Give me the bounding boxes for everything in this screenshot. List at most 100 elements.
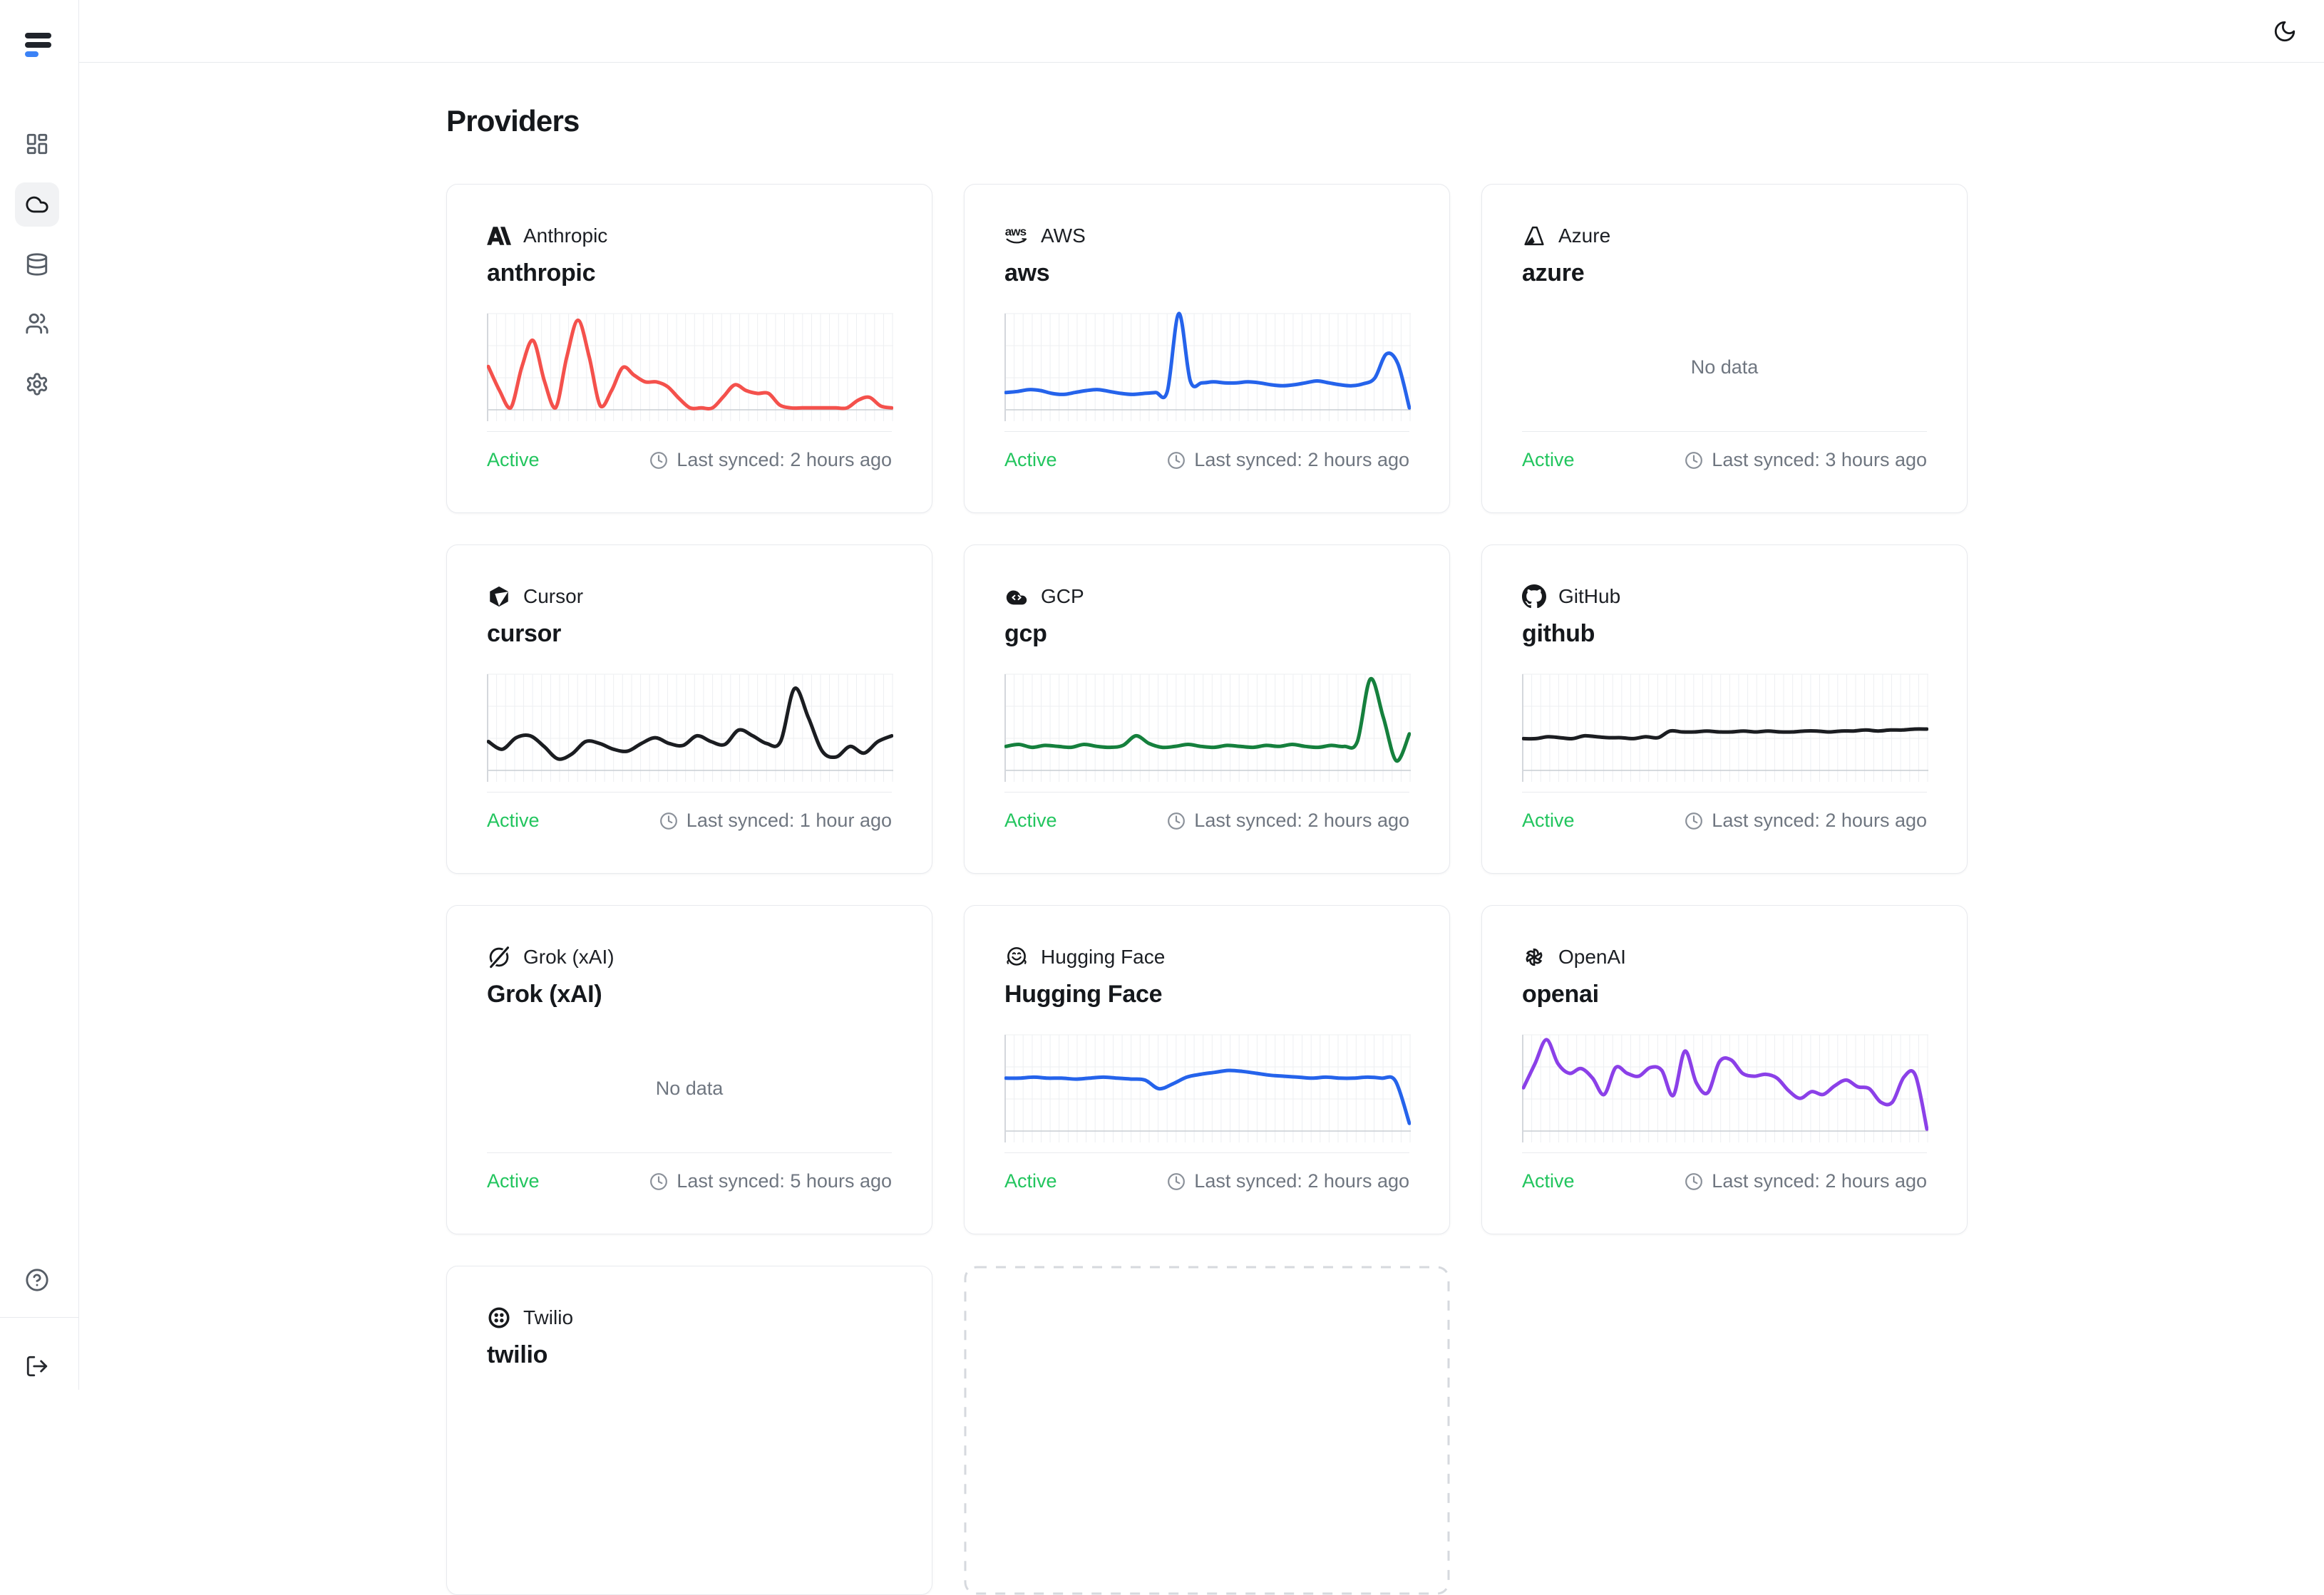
- last-synced-text: Last synced: 3 hours ago: [1712, 449, 1927, 470]
- sidebar-item-providers[interactable]: [15, 182, 59, 227]
- provider-name: github: [1522, 620, 1595, 647]
- clock-icon: [1685, 812, 1703, 830]
- provider-card-github[interactable]: GitHub github Active Last synced: 2 hour…: [1481, 544, 1968, 874]
- github-logo-icon: [1522, 584, 1546, 609]
- last-synced: Last synced: 3 hours ago: [1685, 449, 1927, 471]
- theme-toggle-button[interactable]: [2263, 9, 2307, 53]
- provider-card-azure[interactable]: Azure azure No data Active Last synced: …: [1481, 184, 1968, 513]
- provider-card-openai[interactable]: OpenAI openai Active Last synced: 2 hour…: [1481, 905, 1968, 1234]
- provider-card-twilio[interactable]: Twilio twilio: [446, 1266, 932, 1595]
- main-content: Providers Anthropic anthropic Active Las…: [446, 63, 1969, 1595]
- app-logo: [25, 33, 51, 57]
- provider-name: Grok (xAI): [487, 981, 602, 1008]
- provider-usage-chart: [1004, 311, 1412, 423]
- last-synced-text: Last synced: 2 hours ago: [1712, 810, 1927, 831]
- provider-card-aws[interactable]: AWS aws Active Last synced: 2 hours ago: [964, 184, 1450, 513]
- sidebar-item-logout[interactable]: [15, 1344, 59, 1388]
- status-badge: Active: [1004, 1170, 1057, 1192]
- status-badge: Active: [1522, 1170, 1575, 1192]
- card-divider: [487, 1152, 892, 1153]
- card-divider: [1522, 792, 1927, 793]
- gcp-logo-icon: [1004, 584, 1029, 609]
- provider-name: azure: [1522, 259, 1585, 287]
- dashed-border: [964, 1266, 1450, 1595]
- card-divider: [1522, 1152, 1927, 1153]
- sidebar-item-settings[interactable]: [15, 362, 59, 406]
- card-divider: [1004, 792, 1409, 793]
- last-synced: Last synced: 5 hours ago: [649, 1170, 892, 1192]
- add-provider-placeholder[interactable]: [964, 1266, 1450, 1595]
- clock-icon: [650, 1172, 668, 1190]
- last-synced-text: Last synced: 2 hours ago: [1194, 1170, 1409, 1192]
- provider-label: Grok (xAI): [523, 946, 615, 968]
- sidebar-item-help[interactable]: [15, 1258, 59, 1302]
- provider-card-cursor[interactable]: Cursor cursor Active Last synced: 1 hour…: [446, 544, 932, 874]
- dashboard-icon: [26, 133, 48, 155]
- cloud-icon: [26, 196, 48, 213]
- last-synced: Last synced: 1 hour ago: [659, 810, 892, 832]
- database-icon: [26, 253, 48, 276]
- top-bar: [79, 0, 2324, 63]
- clock-icon: [1685, 1172, 1703, 1190]
- status-badge: Active: [1004, 810, 1057, 831]
- no-data-label: No data: [655, 1077, 724, 1099]
- provider-usage-chart: No data: [1522, 311, 1927, 423]
- provider-usage-chart: [1521, 1032, 1929, 1145]
- sidebar: [0, 0, 79, 1390]
- provider-name: openai: [1522, 981, 1599, 1008]
- provider-label: OpenAI: [1558, 946, 1626, 968]
- last-synced: Last synced: 2 hours ago: [649, 449, 892, 471]
- help-icon: [26, 1269, 48, 1291]
- clock-icon: [1685, 451, 1703, 469]
- provider-card-grok[interactable]: Grok (xAI) Grok (xAI) No data Active Las…: [446, 905, 932, 1234]
- page-title: Providers: [446, 104, 580, 138]
- provider-card-gcp[interactable]: GCP gcp Active Last synced: 2 hours ago: [964, 544, 1450, 874]
- last-synced-text: Last synced: 2 hours ago: [1194, 449, 1409, 470]
- provider-label: Twilio: [523, 1306, 574, 1328]
- card-divider: [1004, 1152, 1409, 1153]
- openai-logo-icon: [1522, 945, 1546, 969]
- provider-label: GCP: [1041, 585, 1084, 607]
- provider-card-anthropic[interactable]: Anthropic anthropic Active Last synced: …: [446, 184, 932, 513]
- logout-icon: [26, 1356, 48, 1377]
- last-synced: Last synced: 2 hours ago: [1685, 810, 1927, 832]
- status-badge: Active: [487, 1170, 540, 1192]
- last-synced-text: Last synced: 1 hour ago: [686, 810, 892, 831]
- anthropic-logo-icon: [487, 224, 511, 248]
- provider-card-huggingface[interactable]: Hugging Face Hugging Face Active Last sy…: [964, 905, 1450, 1234]
- huggingface-logo-icon: [1004, 945, 1029, 969]
- aws-logo-icon: [1004, 224, 1029, 248]
- provider-label: Azure: [1558, 224, 1611, 247]
- clock-icon: [1168, 1172, 1186, 1190]
- provider-label: Hugging Face: [1041, 946, 1166, 968]
- provider-usage-chart: [1004, 1032, 1412, 1145]
- card-divider: [1522, 431, 1927, 432]
- provider-name: Hugging Face: [1004, 981, 1163, 1008]
- card-divider: [487, 792, 892, 793]
- provider-usage-chart: [486, 311, 894, 423]
- providers-grid: Anthropic anthropic Active Last synced: …: [446, 184, 1969, 1595]
- last-synced: Last synced: 2 hours ago: [1167, 1170, 1409, 1192]
- provider-usage-chart: [1521, 671, 1929, 784]
- provider-usage-chart: [486, 671, 894, 784]
- status-badge: Active: [487, 810, 540, 831]
- provider-name: twilio: [487, 1341, 548, 1368]
- sidebar-item-database[interactable]: [15, 242, 59, 287]
- card-divider: [1004, 431, 1409, 432]
- provider-label: GitHub: [1558, 585, 1621, 607]
- last-synced-text: Last synced: 5 hours ago: [677, 1170, 892, 1192]
- sidebar-item-dashboard[interactable]: [15, 122, 59, 166]
- status-badge: Active: [1522, 449, 1575, 470]
- last-synced: Last synced: 2 hours ago: [1167, 449, 1409, 471]
- provider-name: cursor: [487, 620, 562, 647]
- users-icon: [26, 313, 48, 334]
- status-badge: Active: [1522, 810, 1575, 831]
- azure-logo-icon: [1522, 224, 1546, 248]
- sidebar-item-users[interactable]: [15, 301, 59, 346]
- provider-label: AWS: [1041, 224, 1086, 247]
- grok-logo-icon: [487, 945, 511, 969]
- last-synced-text: Last synced: 2 hours ago: [1712, 1170, 1927, 1192]
- twilio-logo-icon: [487, 1306, 511, 1330]
- provider-label: Anthropic: [523, 224, 608, 247]
- last-synced: Last synced: 2 hours ago: [1685, 1170, 1927, 1192]
